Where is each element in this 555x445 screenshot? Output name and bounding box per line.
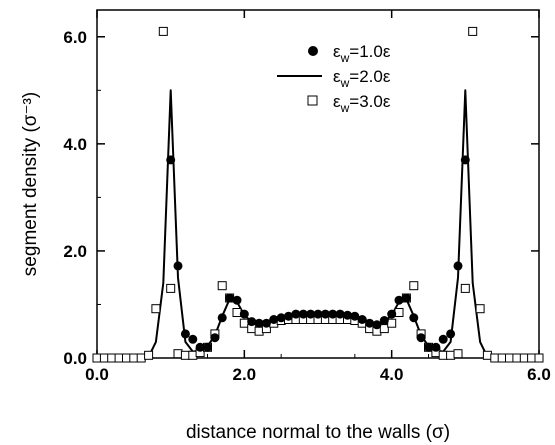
legend-label-1: εw=1.0ε — [333, 42, 391, 65]
data-point-circle — [409, 313, 419, 323]
y-tick-label: 6.0 — [63, 28, 87, 47]
data-point-square — [107, 353, 117, 363]
data-point-circle — [298, 309, 308, 319]
x-tick-label: 2.0 — [233, 365, 257, 384]
data-point-circle — [460, 155, 470, 165]
y-tick-label: 0.0 — [63, 349, 87, 368]
data-point-circle — [254, 318, 264, 328]
data-point-circle — [269, 315, 279, 324]
data-point-circle — [387, 309, 397, 319]
data-point-circle — [431, 342, 441, 352]
y-tick-label: 4.0 — [63, 135, 87, 154]
data-point-circle — [188, 334, 198, 344]
data-point-circle — [446, 329, 456, 339]
data-point-square — [379, 324, 389, 334]
data-point-circle — [195, 342, 205, 352]
data-point-square — [482, 350, 492, 360]
legend-marker-filled-circle — [308, 46, 318, 56]
data-point-square — [180, 350, 190, 360]
data-point-square — [151, 304, 161, 314]
legend-label-3: εw=3.0ε — [333, 92, 391, 115]
data-point-circle — [416, 333, 426, 343]
data-point-circle — [357, 315, 367, 324]
y-tick-label: 2.0 — [63, 242, 87, 261]
data-point-circle — [401, 293, 411, 303]
data-point-circle — [166, 155, 176, 165]
data-point-circle — [394, 295, 404, 305]
data-point-square — [92, 353, 102, 363]
data-point-circle — [291, 309, 301, 319]
data-point-square — [387, 318, 397, 328]
data-point-circle — [350, 311, 360, 321]
data-point-square — [173, 349, 183, 359]
x-tick-label: 0.0 — [85, 365, 109, 384]
data-point-circle — [438, 334, 448, 344]
data-point-circle — [343, 310, 352, 320]
data-point-square — [460, 283, 470, 293]
data-point-circle — [453, 261, 463, 271]
data-point-square — [512, 353, 522, 363]
y-axis-ticks: 0.0 2.0 4.0 6.0 — [63, 28, 539, 368]
data-point-square — [409, 281, 419, 291]
data-point-square — [475, 304, 485, 314]
data-point-circle — [365, 318, 375, 328]
data-point-circle — [372, 320, 382, 330]
data-point-circle — [306, 309, 316, 319]
y-axis-title: segment density (σ⁻³) — [20, 92, 41, 276]
data-point-circle — [261, 318, 271, 328]
data-point-square — [114, 353, 124, 363]
data-point-circle — [173, 261, 183, 271]
data-point-circle — [180, 329, 190, 339]
data-point-square — [394, 308, 404, 317]
data-point-square — [505, 353, 514, 363]
data-point-square — [232, 308, 242, 317]
data-point-square — [144, 350, 154, 360]
data-point-square — [453, 349, 463, 359]
data-point-square — [468, 26, 478, 36]
data-point-circle — [203, 342, 212, 352]
data-point-square — [129, 353, 139, 363]
data-point-circle — [232, 295, 242, 305]
data-point-circle — [225, 293, 235, 303]
series-layer — [92, 26, 544, 363]
data-point-circle — [424, 342, 433, 352]
data-point-square — [527, 353, 537, 363]
data-point-circle — [313, 309, 323, 319]
data-point-square — [490, 353, 500, 363]
x-axis-ticks: 0.0 2.0 4.0 6.0 — [85, 10, 551, 384]
data-point-square — [438, 350, 448, 360]
data-point-circle — [217, 313, 227, 323]
data-point-circle — [284, 311, 293, 321]
legend-marker-open-square — [307, 95, 318, 106]
data-point-circle — [379, 316, 389, 325]
legend-label-2: εw=2.0ε — [333, 67, 391, 90]
plot-frame — [96, 9, 540, 359]
x-tick-label: 4.0 — [380, 365, 404, 384]
data-point-circle — [210, 333, 220, 343]
data-point-circle — [276, 313, 286, 323]
data-point-square — [217, 281, 227, 291]
x-tick-label: 6.0 — [527, 365, 551, 384]
data-point-circle — [335, 309, 345, 319]
data-point-square — [239, 318, 249, 328]
data-point-circle — [239, 309, 249, 319]
data-point-square — [136, 353, 146, 363]
data-point-circle — [247, 317, 257, 327]
data-point-square — [534, 353, 544, 363]
data-point-circle — [328, 309, 338, 319]
data-point-circle — [320, 309, 330, 319]
x-axis-title: distance normal to the walls (σ) — [186, 422, 450, 443]
data-point-square — [166, 283, 176, 293]
data-point-square — [446, 350, 456, 360]
legend: εw=1.0ε εw=2.0ε εw=3.0ε — [277, 42, 391, 115]
data-point-square — [158, 26, 168, 36]
